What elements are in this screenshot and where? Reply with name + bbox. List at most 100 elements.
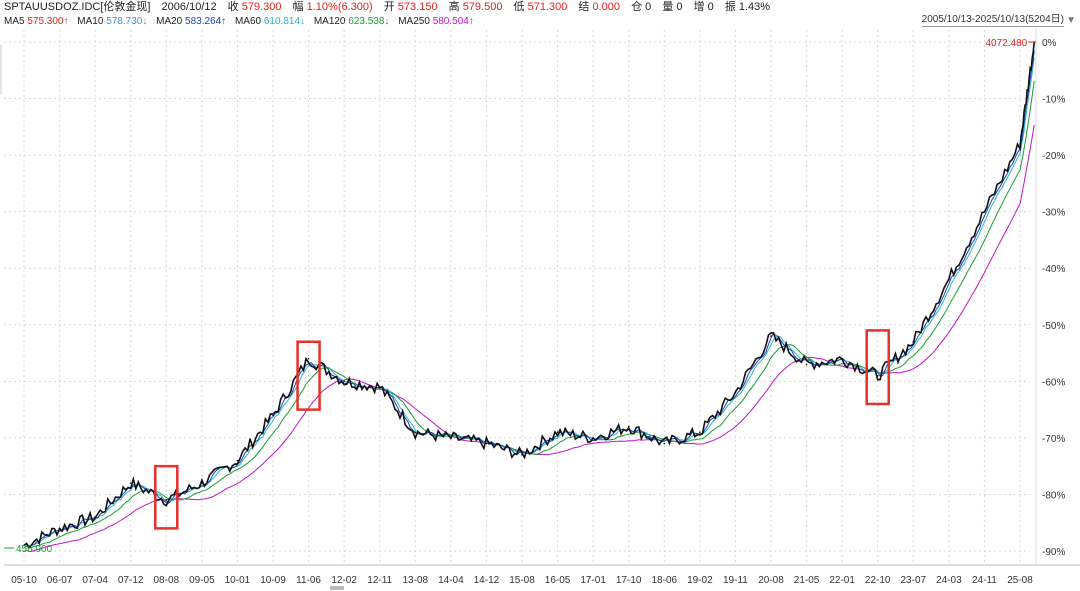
- x-tick-label: 13-08: [402, 575, 428, 586]
- y-tick-label: -60%: [1042, 377, 1065, 388]
- data-point: [770, 335, 772, 337]
- highlight-box: [154, 464, 179, 530]
- data-point: [129, 482, 132, 484]
- data-point: [734, 391, 737, 394]
- data-point: [236, 459, 239, 462]
- data-point: [876, 374, 879, 377]
- amp-field: 振 1.43%: [724, 1, 771, 13]
- max-price-label: 4072.480: [986, 38, 1028, 49]
- x-tick-label: 17-10: [616, 575, 642, 586]
- ma5-legend: MA5 575.300↑: [4, 16, 69, 27]
- data-point: [23, 544, 25, 547]
- data-point: [165, 499, 168, 501]
- x-tick-label: 24-11: [972, 575, 997, 586]
- oi-value: 0: [645, 1, 652, 13]
- y-tick-label: -50%: [1042, 321, 1065, 332]
- ma120-line: [23, 80, 1035, 549]
- symbol-name: SPTAUUSDOZ.IDC[伦敦金现]: [4, 1, 151, 13]
- y-tick-label: 0%: [1042, 38, 1057, 49]
- y-tick-label: -10%: [1042, 95, 1065, 106]
- x-tick-label: 07-12: [118, 575, 144, 586]
- x-tick-label: 12-11: [367, 575, 392, 586]
- x-tick-label: 20-08: [758, 575, 784, 586]
- data-point: [627, 425, 630, 428]
- data-point: [272, 414, 274, 417]
- data-point: [948, 278, 950, 281]
- data-point: [450, 437, 452, 439]
- highlight-box: [865, 329, 890, 406]
- y-tick-label: -20%: [1042, 151, 1065, 162]
- data-point: [663, 442, 666, 445]
- data-point: [1019, 143, 1021, 145]
- settle-value: 0.000: [592, 1, 620, 13]
- low-field: 低 571.300: [513, 1, 568, 13]
- quote-date: 2006/10/12: [161, 1, 217, 13]
- close-value: 579.300: [241, 1, 282, 13]
- highlight-box: [296, 340, 321, 411]
- x-tick-label: 16-05: [545, 575, 571, 586]
- ma250-legend: MA250 580.504↑: [398, 16, 474, 27]
- high-value: 579.500: [462, 1, 503, 13]
- data-point: [521, 454, 523, 456]
- x-tick-label: 10-01: [225, 575, 251, 586]
- x-tick-label: 19-11: [723, 575, 748, 586]
- data-point: [58, 527, 61, 530]
- x-tick-label: 24-03: [936, 575, 962, 586]
- ma60-line: [23, 57, 1035, 547]
- date-range-selector[interactable]: 2005/10/13-2025/10/13(5204日): [921, 14, 1064, 27]
- x-tick-label: 19-02: [687, 575, 713, 586]
- x-tick-label: 15-08: [509, 575, 535, 586]
- x-tick-label: 10-09: [260, 575, 286, 586]
- y-tick-label: -80%: [1042, 490, 1065, 501]
- vol-value: 0: [676, 1, 683, 13]
- x-tick-label: 17-01: [580, 575, 606, 586]
- vol-field: 量 0: [662, 1, 683, 13]
- settle-field: 结 0.000: [578, 1, 620, 13]
- data-point: [556, 431, 559, 434]
- data-point: [805, 363, 808, 366]
- change-value: 1.10%(6.300): [306, 1, 373, 13]
- amp-value: 1.43%: [738, 1, 771, 13]
- high-field: 高 579.500: [448, 1, 503, 13]
- close-field: 收 579.300: [227, 1, 282, 13]
- y-tick-label: -70%: [1042, 434, 1065, 445]
- ma250-line: [23, 124, 1035, 553]
- change-field: 幅 1.10%(6.300): [292, 1, 373, 13]
- data-point: [94, 516, 96, 518]
- left-edge-bar: [0, 45, 2, 95]
- inc-field: 增 0: [693, 1, 714, 13]
- scroll-thumb: [330, 586, 344, 590]
- ma20-legend: MA20 583.264↑: [156, 16, 227, 27]
- min-price-label: 456.900: [16, 544, 53, 555]
- price-line: [23, 41, 1035, 550]
- data-point: [485, 442, 488, 445]
- x-tick-label: 22-10: [865, 575, 891, 586]
- x-tick-label: 05-10: [11, 575, 37, 586]
- x-tick-label: 08-08: [153, 575, 179, 586]
- data-point: [841, 357, 843, 360]
- y-tick-label: -30%: [1042, 208, 1065, 219]
- open-field: 开 573.150: [383, 1, 438, 13]
- inc-value: 0: [707, 1, 714, 13]
- dropdown-arrow-icon[interactable]: ▼: [1066, 15, 1076, 26]
- data-point: [983, 210, 986, 213]
- quote-header: SPTAUUSDOZ.IDC[伦敦金现] 2006/10/12 收 579.30…: [4, 1, 778, 13]
- data-point: [201, 482, 203, 484]
- data-point: [378, 386, 381, 388]
- data-point: [307, 357, 310, 360]
- oi-field: 仓 0: [631, 1, 652, 13]
- x-tick-label: 14-04: [438, 575, 464, 586]
- ma-legend: MA5 575.300↑ MA10 578.730↓ MA20 583.264↑…: [4, 16, 480, 28]
- x-tick-label: 07-04: [82, 575, 108, 586]
- ma20-line: [23, 50, 1035, 547]
- data-point: [343, 380, 345, 383]
- data-point: [912, 340, 915, 343]
- x-tick-label: 23-07: [900, 575, 926, 586]
- ma10-legend: MA10 578.730↓: [77, 16, 148, 27]
- data-point: [414, 431, 417, 434]
- ma120-legend: MA120 623.538↓: [313, 16, 390, 27]
- data-point: [592, 437, 594, 439]
- x-tick-label: 22-01: [829, 575, 855, 586]
- y-tick-label: -90%: [1042, 547, 1065, 558]
